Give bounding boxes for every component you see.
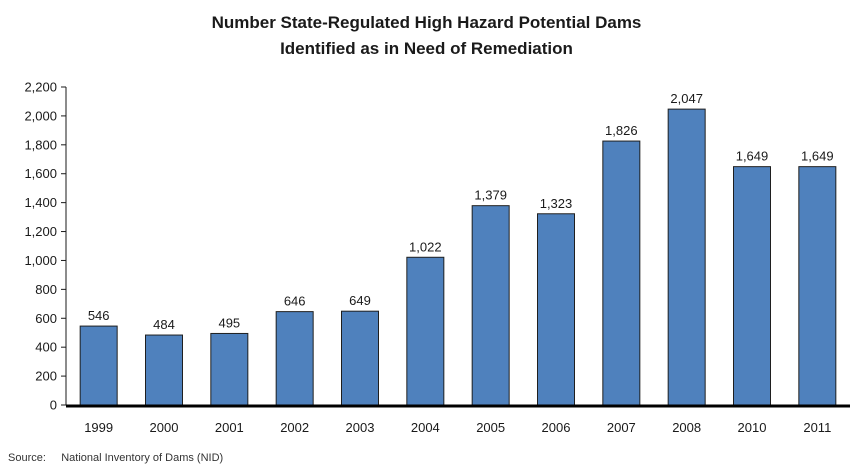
data-label: 1,379 bbox=[474, 188, 507, 203]
data-label: 546 bbox=[88, 308, 110, 323]
y-tick-label: 800 bbox=[35, 282, 57, 297]
x-tick-label: 2001 bbox=[215, 420, 244, 435]
x-tick-label: 2005 bbox=[476, 420, 505, 435]
bar bbox=[145, 334, 183, 406]
y-tick-label: 2,200 bbox=[24, 80, 57, 95]
data-label: 1,022 bbox=[409, 239, 442, 254]
bar bbox=[602, 140, 641, 406]
x-tick-label: 2011 bbox=[803, 420, 831, 435]
chart-title-line-1: Number State-Regulated High Hazard Poten… bbox=[211, 13, 642, 32]
data-label: 1,649 bbox=[801, 149, 834, 164]
y-tick-label: 1,200 bbox=[24, 224, 57, 239]
bar bbox=[275, 311, 314, 406]
chart-title: Number State-Regulated High Hazard Poten… bbox=[0, 10, 853, 62]
y-tick-label: 400 bbox=[35, 340, 57, 355]
data-label: 484 bbox=[153, 317, 175, 332]
x-tick-label: 2004 bbox=[411, 420, 440, 435]
bar bbox=[471, 205, 510, 406]
source-text: National Inventory of Dams (NID) bbox=[61, 452, 224, 464]
source-note: Source: National Inventory of Dams (NID) bbox=[8, 452, 223, 464]
y-tick-label: 1,400 bbox=[24, 195, 57, 210]
y-tick-label: 200 bbox=[35, 369, 57, 384]
y-tick-label: 600 bbox=[35, 311, 57, 326]
x-tick-label: 1999 bbox=[84, 420, 113, 435]
x-tick-label: 2008 bbox=[672, 420, 701, 435]
bar bbox=[798, 166, 837, 406]
bar bbox=[406, 256, 445, 406]
x-tick-label: 2006 bbox=[542, 420, 571, 435]
y-tick-label: 1,000 bbox=[24, 253, 57, 268]
bar bbox=[667, 108, 706, 406]
x-tick-label: 2002 bbox=[280, 420, 309, 435]
chart-title-line-2: Identified as in Need of Remediation bbox=[280, 39, 573, 58]
bar bbox=[733, 166, 771, 406]
x-tick-label: 2003 bbox=[346, 420, 375, 435]
bar bbox=[537, 213, 575, 406]
x-tick-label: 2007 bbox=[607, 420, 636, 435]
source-label: Source: bbox=[8, 452, 46, 464]
x-tick-label: 2010 bbox=[738, 420, 767, 435]
data-label: 1,323 bbox=[540, 196, 573, 211]
data-label: 495 bbox=[218, 315, 240, 330]
bar bbox=[79, 325, 118, 406]
y-tick-label: 2,000 bbox=[24, 108, 57, 123]
data-label: 2,047 bbox=[670, 91, 703, 106]
bar bbox=[341, 310, 379, 406]
bar bbox=[210, 332, 249, 406]
data-label: 1,826 bbox=[605, 123, 638, 138]
x-tick-label: 2000 bbox=[150, 420, 179, 435]
y-tick-label: 1,800 bbox=[24, 137, 57, 152]
data-label: 1,649 bbox=[736, 149, 769, 164]
y-tick-label: 1,600 bbox=[24, 166, 57, 181]
y-tick-label: 0 bbox=[50, 398, 57, 413]
data-label: 649 bbox=[349, 293, 371, 308]
data-label: 646 bbox=[284, 294, 306, 309]
